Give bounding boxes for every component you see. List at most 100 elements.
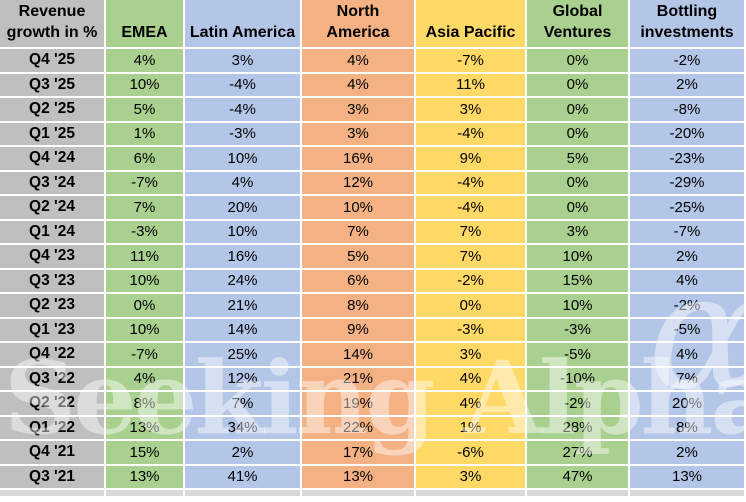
row-label: Q3 '23 [0,269,106,294]
table-row: Q3 '21 13% 41% 13% 3% 47% 13% [0,465,746,490]
cell-latin-america: -4% [185,98,302,123]
cell-north-america: 19% [302,392,416,417]
cell-global-ventures: -5% [527,343,630,368]
cell-north-america: 3% [302,122,416,147]
cell-global-ventures: 0% [527,73,630,98]
cell-bottling-investments: 4% [630,343,746,368]
table-row: Q4 '21 15% 2% 17% -6% 27% 2% [0,441,746,466]
row-label: Q2 '24 [0,196,106,221]
column-header-north-america: North America [302,0,416,49]
cell-bottling-investments: 4% [630,269,746,294]
cell-emea: 8% [106,392,185,417]
cell-bottling-investments: -7% [630,220,746,245]
sliver-cell [416,490,527,496]
column-header-bottling-investments: Bottling investments [630,0,746,49]
cell-global-ventures: 10% [527,245,630,270]
row-label: Q4 '25 [0,49,106,74]
cell-latin-america: 7% [185,392,302,417]
cell-north-america: 7% [302,220,416,245]
cell-global-ventures: 0% [527,196,630,221]
corner-header-line2: growth in % [6,24,98,41]
row-label: Q2 '22 [0,392,106,417]
sliver-cell [302,490,416,496]
cell-asia-pacific: 3% [416,343,527,368]
table-row: Q3 '25 10% -4% 4% 11% 0% 2% [0,73,746,98]
sliver-cell [0,490,106,496]
table-row: Q1 '25 1% -3% 3% -4% 0% -20% [0,122,746,147]
row-label: Q2 '23 [0,294,106,319]
table-row: Q4 '24 6% 10% 16% 9% 5% -23% [0,147,746,172]
cell-north-america: 6% [302,269,416,294]
cell-asia-pacific: 1% [416,416,527,441]
cell-asia-pacific: -4% [416,171,527,196]
cell-emea: 15% [106,441,185,466]
cell-asia-pacific: 4% [416,392,527,417]
cell-emea: 11% [106,245,185,270]
cell-bottling-investments: 2% [630,441,746,466]
cell-latin-america: 3% [185,49,302,74]
table-row: Q2 '25 5% -4% 3% 3% 0% -8% [0,98,746,123]
cell-bottling-investments: 2% [630,73,746,98]
cell-latin-america: 12% [185,367,302,392]
cell-global-ventures: 0% [527,98,630,123]
row-label: Q3 '22 [0,367,106,392]
sliver-cell [106,490,185,496]
cell-global-ventures: 10% [527,294,630,319]
cell-asia-pacific: 9% [416,147,527,172]
cell-emea: 7% [106,196,185,221]
cell-north-america: 4% [302,49,416,74]
cell-latin-america: 41% [185,465,302,490]
cell-north-america: 21% [302,367,416,392]
cell-global-ventures: 0% [527,49,630,74]
cell-bottling-investments: -2% [630,49,746,74]
cell-asia-pacific: 3% [416,98,527,123]
cell-north-america: 4% [302,73,416,98]
cell-emea: 4% [106,367,185,392]
cell-global-ventures: -2% [527,392,630,417]
cell-emea: 6% [106,147,185,172]
cell-latin-america: 25% [185,343,302,368]
cell-asia-pacific: 7% [416,245,527,270]
cell-latin-america: 20% [185,196,302,221]
column-header-emea: EMEA [106,0,185,49]
cell-bottling-investments: -8% [630,98,746,123]
corner-header-revenue-growth: Revenue growth in % [0,0,106,49]
cell-bottling-investments: 7% [630,367,746,392]
cell-asia-pacific: -7% [416,49,527,74]
cell-global-ventures: 28% [527,416,630,441]
cell-latin-america: 21% [185,294,302,319]
sliver-cell [527,490,630,496]
cell-north-america: 8% [302,294,416,319]
cell-north-america: 17% [302,441,416,466]
cell-global-ventures: 15% [527,269,630,294]
column-header-latin-america: Latin America [185,0,302,49]
cell-north-america: 13% [302,465,416,490]
cell-bottling-investments: -25% [630,196,746,221]
cell-global-ventures: -3% [527,318,630,343]
row-label: Q3 '25 [0,73,106,98]
cell-latin-america: 16% [185,245,302,270]
table-row: Q2 '23 0% 21% 8% 0% 10% -2% [0,294,746,319]
cell-asia-pacific: 4% [416,367,527,392]
bottom-sliver-row [0,490,746,496]
cell-asia-pacific: -3% [416,318,527,343]
cell-global-ventures: 0% [527,171,630,196]
cell-asia-pacific: 7% [416,220,527,245]
cell-global-ventures: 3% [527,220,630,245]
cell-north-america: 10% [302,196,416,221]
cell-asia-pacific: 3% [416,465,527,490]
table-row: Q3 '24 -7% 4% 12% -4% 0% -29% [0,171,746,196]
table-row: Q3 '22 4% 12% 21% 4% -10% 7% [0,367,746,392]
cell-emea: -3% [106,220,185,245]
column-header-asia-pacific: Asia Pacific [416,0,527,49]
table-row: Q2 '22 8% 7% 19% 4% -2% 20% [0,392,746,417]
cell-north-america: 16% [302,147,416,172]
cell-emea: 13% [106,465,185,490]
table-row: Q4 '25 4% 3% 4% -7% 0% -2% [0,49,746,74]
cell-latin-america: 4% [185,171,302,196]
cell-north-america: 3% [302,98,416,123]
cell-north-america: 5% [302,245,416,270]
cell-global-ventures: 47% [527,465,630,490]
cell-emea: 5% [106,98,185,123]
